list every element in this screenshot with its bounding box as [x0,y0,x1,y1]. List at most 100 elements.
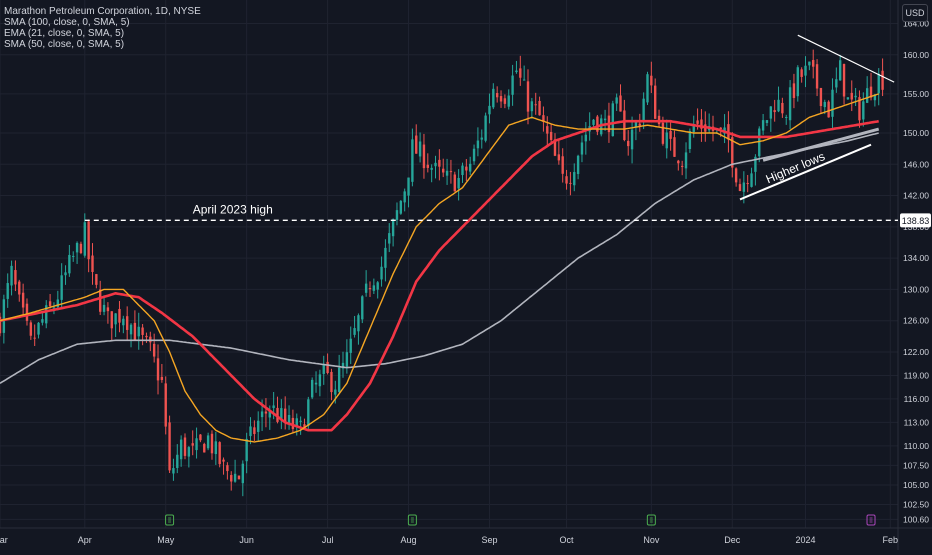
candle-body [557,154,561,161]
candle-body [461,165,464,176]
time-tick-label: Sep [481,535,497,545]
candle-body [203,443,206,453]
time-tick-label: Mar [0,535,8,545]
candle-body [272,405,275,409]
candle-body [18,281,21,295]
candle-body [91,255,94,272]
candle-body [873,94,877,101]
candle-body [395,210,399,220]
candle-body [623,110,626,141]
time-tick-label: Feb [883,535,899,545]
price-tick-label: 107.50 [903,460,929,470]
candle-body [206,435,210,449]
candle-body [52,307,56,309]
candle-body [287,415,291,424]
candle-body [700,119,703,129]
candle-body [842,63,846,97]
candle-body [430,167,433,170]
candle-body [326,361,329,374]
price-tick-label: 122.00 [903,347,929,357]
candle-body [391,219,395,237]
candle-body [765,120,769,123]
candle-body [245,438,248,462]
price-tick-label: 160.00 [903,50,929,60]
candle-body [808,61,811,66]
candle-body [677,160,680,164]
candle-body [415,135,418,154]
candle-body [179,439,183,460]
candle-body [761,120,765,131]
candle-body [453,174,456,192]
candle-body [183,437,187,456]
candle-body [87,221,90,260]
candle-body [64,272,67,276]
chart-legend: Marathon Petroleum Corporation, 1D, NYSE… [4,6,201,50]
candle-body [815,64,819,89]
candle-body [788,87,792,121]
price-tick-label: 102.50 [903,500,929,510]
candle-body [14,270,17,285]
indicator-ema21[interactable]: EMA (21, close, 0, SMA, 5) [4,28,125,39]
candle-body [361,296,364,320]
candle-body [719,127,722,130]
candle-body [214,441,218,455]
candle-body [457,177,460,189]
candle-body [812,60,815,67]
candle-body [696,120,699,124]
candle-body [426,164,429,168]
candle-body [492,88,495,108]
time-tick-label: May [157,535,175,545]
candle-body [237,475,241,480]
candle-body [102,304,106,312]
april-high-label: April 2023 high [193,202,273,216]
candle-body [680,165,684,167]
candle-body [781,102,784,114]
candle-body [6,283,9,299]
indicator-sma50[interactable]: SMA (50, close, 0, SMA, 5) [4,39,125,50]
candle-body [773,110,776,113]
candle-body [187,447,191,457]
candle-body [796,67,799,97]
currency-button[interactable]: USD [902,4,928,22]
candle-body [341,362,345,369]
candle-body [407,177,410,196]
candle-body [357,315,360,332]
candle-body [253,427,256,435]
candle-body [881,70,884,90]
candle-body [862,101,865,120]
candle-body [661,122,665,144]
candle-body [519,68,522,78]
candle-body [418,141,422,157]
candle-body [345,352,349,367]
candle-body [738,184,742,191]
candle-body [800,69,803,77]
candle-body [542,115,545,122]
candle-body [160,376,164,380]
candle-body [823,101,826,108]
candle-body [750,173,753,187]
candle-body [403,191,406,203]
candle-body [538,100,541,116]
time-tick-label: Nov [643,535,660,545]
candle-body [495,93,499,98]
candle-body [372,285,376,291]
price-tick-label: 126.00 [903,316,929,326]
candle-body [592,119,595,125]
candle-body [819,87,823,107]
candle-body [314,382,318,385]
candle-body [226,465,229,472]
candle-body [129,324,133,335]
candle-body [145,335,148,338]
candle-body [449,171,453,173]
candle-body [484,115,487,141]
candle-body [877,73,880,94]
candle-body [515,70,518,73]
candle-body [442,168,445,173]
indicator-sma100[interactable]: SMA (100, close, 0, SMA, 5) [4,17,130,28]
candle-body [280,408,283,420]
candle-body [260,411,264,418]
earnings-icon [407,514,417,526]
time-tick-label: Apr [78,535,92,545]
